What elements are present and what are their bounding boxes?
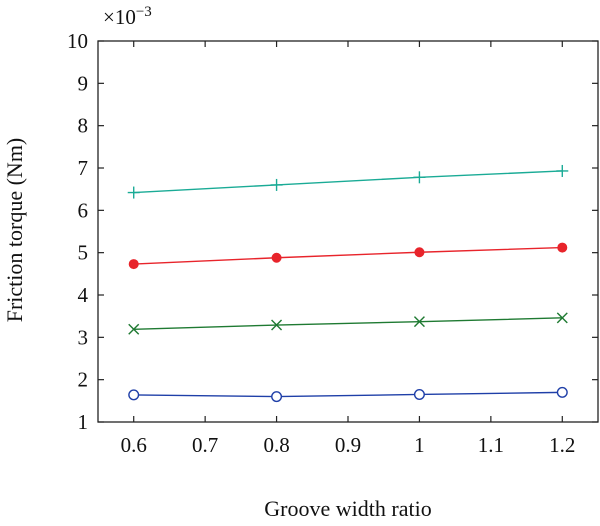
- data-point-plus: [413, 171, 426, 184]
- data-point-cross: [271, 319, 283, 331]
- x-tick-label: 0.9: [335, 433, 361, 457]
- y-tick-label: 10: [67, 29, 88, 53]
- axis-ticks: 0.6 0.7 0.8 0.9 1 1.1 1.2 1 2 3 4 5 6 7 8 9 10: [67, 29, 598, 457]
- x-tick-label: 0.8: [263, 433, 289, 457]
- x-tick-label: 1.1: [478, 433, 504, 457]
- y-tick-label: 3: [78, 325, 89, 349]
- data-point-plus: [556, 164, 569, 177]
- x-tick-label: 0.6: [121, 433, 147, 457]
- y-tick-label: 2: [78, 368, 89, 392]
- data-point-filled-circle: [271, 252, 282, 263]
- y-tick-label: 7: [78, 156, 89, 180]
- series-filled-circle: [128, 242, 568, 270]
- plot-frame: [97, 40, 599, 423]
- y-tick-label: 1: [78, 410, 89, 434]
- series-line: [133, 246, 563, 265]
- series-line: [133, 317, 563, 330]
- y-axis-multiplier: ×10−3: [103, 4, 152, 29]
- plot-axes: [97, 40, 599, 423]
- data-point-open-circle: [128, 389, 140, 401]
- series-line: [133, 170, 563, 194]
- data-point-cross: [556, 312, 568, 324]
- x-tick-label: 0.7: [192, 433, 218, 457]
- y-tick-label: 9: [78, 71, 89, 95]
- data-point-cross: [413, 316, 425, 328]
- data-point-open-circle: [271, 391, 283, 403]
- y-tick-label: 4: [78, 283, 89, 307]
- data-point-open-circle: [413, 388, 425, 400]
- x-axis-label: Groove width ratio: [264, 496, 431, 521]
- data-point-filled-circle: [557, 242, 568, 253]
- series-cross: [128, 312, 568, 335]
- data-point-plus: [127, 186, 140, 199]
- x-tick-label: 1: [414, 433, 425, 457]
- data-point-cross: [128, 323, 140, 335]
- y-tick-label: 5: [78, 241, 89, 265]
- data-series: [127, 164, 569, 403]
- data-point-open-circle: [556, 386, 568, 398]
- x-tick-label: 1.2: [549, 433, 575, 457]
- series-line: [133, 391, 563, 398]
- data-point-filled-circle: [128, 259, 139, 270]
- y-axis-label: Friction torque (Nm): [2, 138, 27, 323]
- series-open-circle: [128, 386, 568, 403]
- data-point-plus: [270, 178, 283, 191]
- data-point-filled-circle: [414, 247, 425, 258]
- series-plus: [127, 164, 569, 199]
- y-tick-label: 8: [78, 114, 89, 138]
- y-tick-label: 6: [78, 198, 89, 222]
